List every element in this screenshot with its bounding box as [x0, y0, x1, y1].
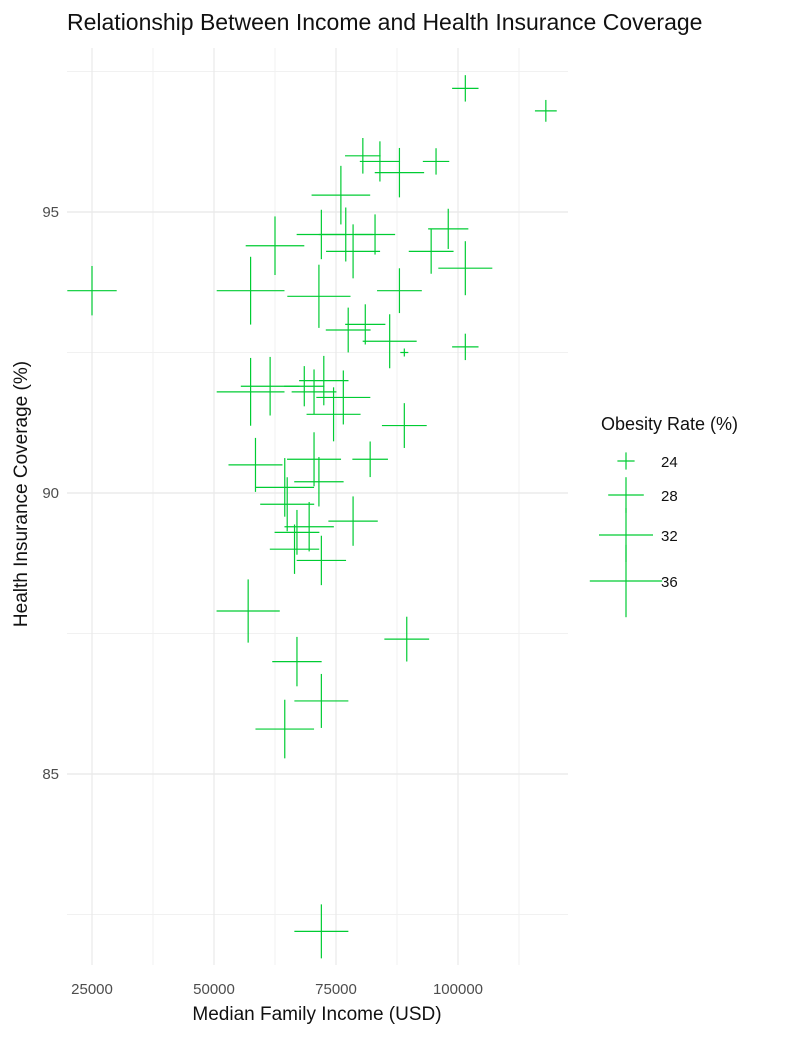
data-point	[294, 673, 349, 728]
data-point	[326, 224, 381, 279]
data-point	[294, 457, 344, 507]
data-points	[67, 75, 557, 959]
data-point	[359, 141, 401, 182]
y-axis-title: Health Insurance Coverage (%)	[11, 361, 32, 627]
data-point	[272, 636, 322, 687]
data-point	[274, 509, 320, 555]
y-tick-label: 90	[42, 485, 59, 502]
grid-lines	[67, 48, 568, 965]
data-point	[452, 333, 479, 361]
legend-item: 36	[589, 544, 678, 618]
data-point	[67, 265, 117, 316]
data-point	[269, 524, 320, 574]
x-tick-label: 100000	[433, 981, 483, 998]
data-point	[306, 387, 361, 442]
data-point	[228, 437, 283, 492]
legend-label: 24	[661, 454, 678, 471]
y-tick-label: 85	[42, 766, 59, 783]
y-tick-label: 95	[42, 204, 59, 221]
data-point	[216, 357, 285, 426]
legend-title: Obesity Rate (%)	[601, 414, 738, 434]
data-point	[400, 348, 409, 357]
data-point	[311, 165, 371, 225]
legend-key-plus	[608, 477, 644, 513]
legend-label: 28	[661, 488, 678, 505]
data-point	[328, 496, 378, 546]
x-axis-ticks: 25000 50000 75000 100000	[71, 981, 483, 998]
data-point	[284, 366, 325, 407]
data-point	[216, 579, 280, 643]
data-point	[452, 75, 479, 102]
legend-key-plus	[617, 452, 635, 470]
data-point	[284, 502, 334, 552]
data-point	[377, 268, 422, 314]
data-point	[255, 458, 315, 517]
chart-title: Relationship Between Income and Health I…	[67, 9, 702, 35]
legend-item: 24	[617, 452, 678, 471]
legend-key-plus	[589, 544, 663, 618]
data-point	[291, 369, 337, 415]
legend: Obesity Rate (%) 24 28 32 36	[589, 414, 738, 618]
data-point	[428, 208, 469, 249]
data-point	[345, 138, 381, 174]
data-point	[216, 256, 285, 325]
legend-items: 24 28 32 36	[589, 452, 678, 618]
legend-item: 32	[599, 508, 678, 562]
data-point	[296, 535, 347, 586]
legend-item: 28	[608, 477, 678, 513]
data-point	[345, 304, 386, 345]
data-point	[422, 148, 450, 175]
data-point	[354, 214, 396, 255]
data-point	[255, 699, 315, 759]
legend-label: 32	[661, 528, 678, 545]
data-point	[438, 241, 493, 296]
data-point	[245, 216, 305, 276]
y-axis-ticks: 85 90 95	[42, 204, 59, 783]
x-tick-label: 75000	[315, 981, 357, 998]
data-point	[287, 432, 342, 487]
x-tick-label: 25000	[71, 981, 113, 998]
data-point	[260, 477, 315, 532]
data-point	[294, 904, 349, 959]
data-point	[325, 307, 371, 353]
x-axis-title: Median Family Income (USD)	[192, 1004, 441, 1025]
data-point	[287, 264, 351, 328]
data-point	[374, 147, 425, 198]
data-point	[408, 228, 454, 274]
data-point	[534, 99, 557, 122]
data-point	[316, 370, 371, 425]
data-point	[381, 403, 427, 448]
data-point	[384, 616, 430, 662]
x-tick-label: 50000	[193, 981, 235, 998]
legend-label: 36	[661, 574, 678, 591]
data-point	[352, 441, 388, 478]
data-point	[362, 314, 417, 369]
